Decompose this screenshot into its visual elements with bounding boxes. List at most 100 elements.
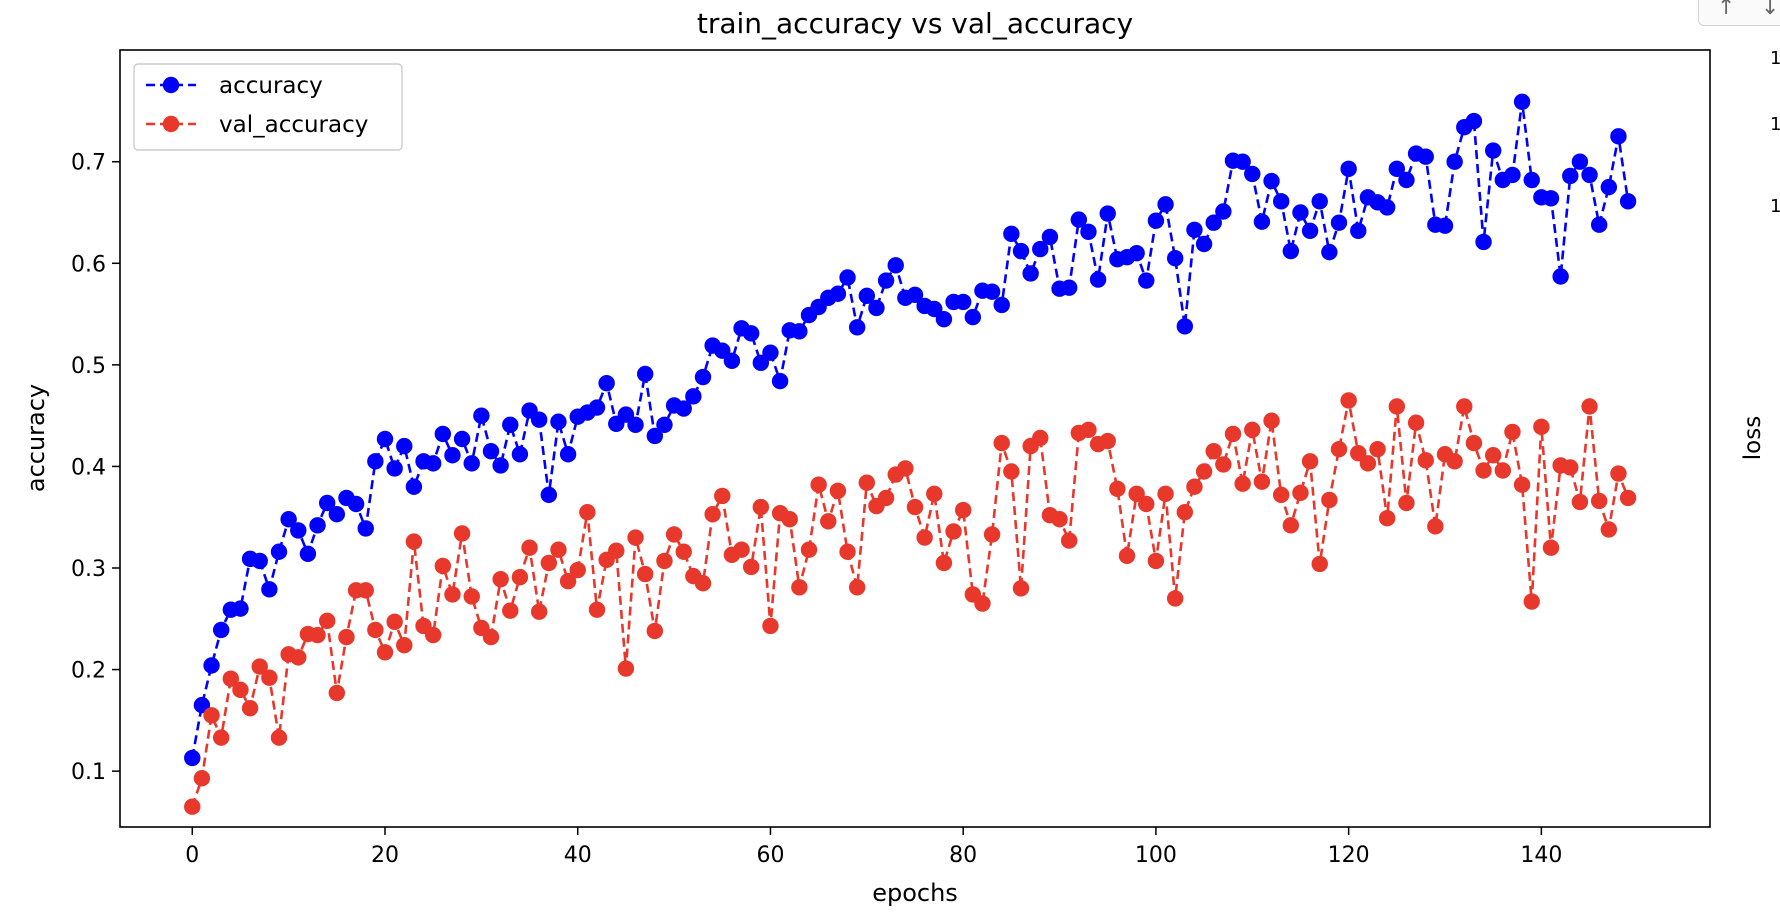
accuracy-point xyxy=(848,319,866,336)
val-accuracy-point xyxy=(1224,425,1242,443)
val-accuracy-point xyxy=(1446,453,1463,470)
accuracy-point xyxy=(396,437,413,455)
accuracy-point xyxy=(1446,153,1463,170)
val-accuracy-point xyxy=(781,511,798,528)
accuracy-point xyxy=(993,296,1010,314)
val-accuracy-point xyxy=(1388,398,1406,415)
accuracy-point xyxy=(1205,214,1222,231)
accuracy-point xyxy=(280,511,297,528)
val-accuracy-point xyxy=(1340,392,1357,409)
val-accuracy-point xyxy=(694,575,712,592)
val-accuracy-point xyxy=(338,628,355,646)
val-accuracy-point xyxy=(290,649,307,666)
val-accuracy-point xyxy=(1484,447,1502,464)
val-accuracy-point xyxy=(1138,495,1155,513)
accuracy-point xyxy=(742,325,760,342)
val-accuracy-point xyxy=(434,557,452,575)
accuracy-point xyxy=(675,400,692,417)
accuracy-point xyxy=(1070,211,1088,228)
accuracy-point xyxy=(1099,205,1116,222)
accuracy-point xyxy=(184,749,201,767)
accuracy-point xyxy=(1282,242,1300,260)
accuracy-point xyxy=(752,354,770,372)
val-accuracy-point xyxy=(1581,398,1598,415)
val-accuracy-point xyxy=(1109,480,1126,497)
accuracy-point xyxy=(1195,235,1213,253)
val-accuracy-point xyxy=(733,541,750,558)
val-accuracy-point xyxy=(617,660,635,677)
val-accuracy-point xyxy=(1263,412,1280,429)
accuracy-point xyxy=(492,457,509,474)
val-accuracy-point xyxy=(222,670,240,687)
val-accuracy-point xyxy=(502,602,519,619)
val-accuracy-point xyxy=(521,539,538,556)
val-accuracy-point xyxy=(742,558,760,576)
accuracy-point xyxy=(1003,225,1020,243)
val-accuracy-point xyxy=(463,588,480,605)
val-accuracy-point xyxy=(386,613,403,631)
val-accuracy-point xyxy=(453,525,471,542)
accuracy-point xyxy=(1176,318,1194,335)
accuracy-point xyxy=(887,257,904,274)
arrow-down-icon[interactable]: ↓ xyxy=(1761,0,1780,20)
val-accuracy-point xyxy=(829,482,847,500)
accuracy-point xyxy=(1388,160,1406,178)
arrow-up-icon[interactable]: ↑ xyxy=(1717,0,1736,20)
accuracy-point xyxy=(502,416,519,433)
accuracy-point xyxy=(1513,93,1531,111)
accuracy-point xyxy=(1032,240,1049,258)
accuracy-point xyxy=(328,505,346,523)
val-accuracy-point xyxy=(1051,511,1068,528)
val-accuracy-point xyxy=(1292,484,1309,502)
accuracy-point xyxy=(463,455,480,472)
val-accuracy-point xyxy=(752,498,770,516)
val-accuracy-point xyxy=(1205,443,1222,460)
accuracy-point xyxy=(588,399,606,416)
val-accuracy-point xyxy=(983,526,1001,543)
val-accuracy-point xyxy=(935,554,953,572)
val-accuracy-point xyxy=(550,541,567,558)
val-accuracy-point xyxy=(569,561,586,579)
val-accuracy-point xyxy=(1147,552,1165,570)
accuracy-point xyxy=(357,520,374,537)
y-tick-label: 0.5 xyxy=(71,354,106,379)
val-accuracy-point xyxy=(492,570,509,588)
x-tick-label: 40 xyxy=(564,843,592,868)
accuracy-point xyxy=(1301,222,1319,239)
val-accuracy-point xyxy=(212,729,230,746)
accuracy-point xyxy=(1600,178,1618,196)
val-accuracy-point xyxy=(251,658,268,675)
val-accuracy-point xyxy=(1195,463,1213,480)
val-accuracy-point xyxy=(636,565,654,583)
y-axis: 0.1 0.2 0.3 0.4 0.5 0.6 0.7 xyxy=(71,151,120,785)
val-accuracy-point xyxy=(540,554,558,572)
val-accuracy-point xyxy=(810,476,827,493)
x-tick-label: 60 xyxy=(756,843,784,868)
accuracy-point xyxy=(1610,128,1627,145)
accuracy-point xyxy=(598,374,615,392)
val-accuracy-point xyxy=(848,579,866,596)
x-tick-label: 140 xyxy=(1520,843,1562,868)
accuracy-point xyxy=(1138,272,1155,289)
accuracy-point xyxy=(1542,190,1560,207)
val-accuracy-point xyxy=(1369,440,1386,458)
val-accuracy-point xyxy=(800,541,818,558)
val-accuracy-point xyxy=(511,568,529,586)
val-accuracy-point xyxy=(1128,485,1145,503)
accuracy-point xyxy=(309,517,326,534)
accuracy-point xyxy=(685,388,702,405)
val-accuracy-point xyxy=(309,626,326,644)
accuracy-point xyxy=(270,543,288,560)
accuracy-point xyxy=(1619,193,1637,210)
val-accuracy-point xyxy=(405,533,423,550)
accuracy-point xyxy=(251,552,268,570)
accuracy-point xyxy=(424,455,442,472)
val-accuracy-point xyxy=(1301,453,1319,470)
x-tick-label: 20 xyxy=(371,843,399,868)
val-accuracy-point xyxy=(1494,462,1512,479)
accuracy-point xyxy=(1215,203,1232,220)
val-accuracy-legend-label: val_accuracy xyxy=(219,112,368,138)
accuracy-point xyxy=(1089,271,1107,288)
val-accuracy-point xyxy=(1619,489,1637,507)
accuracy-point xyxy=(453,430,471,448)
